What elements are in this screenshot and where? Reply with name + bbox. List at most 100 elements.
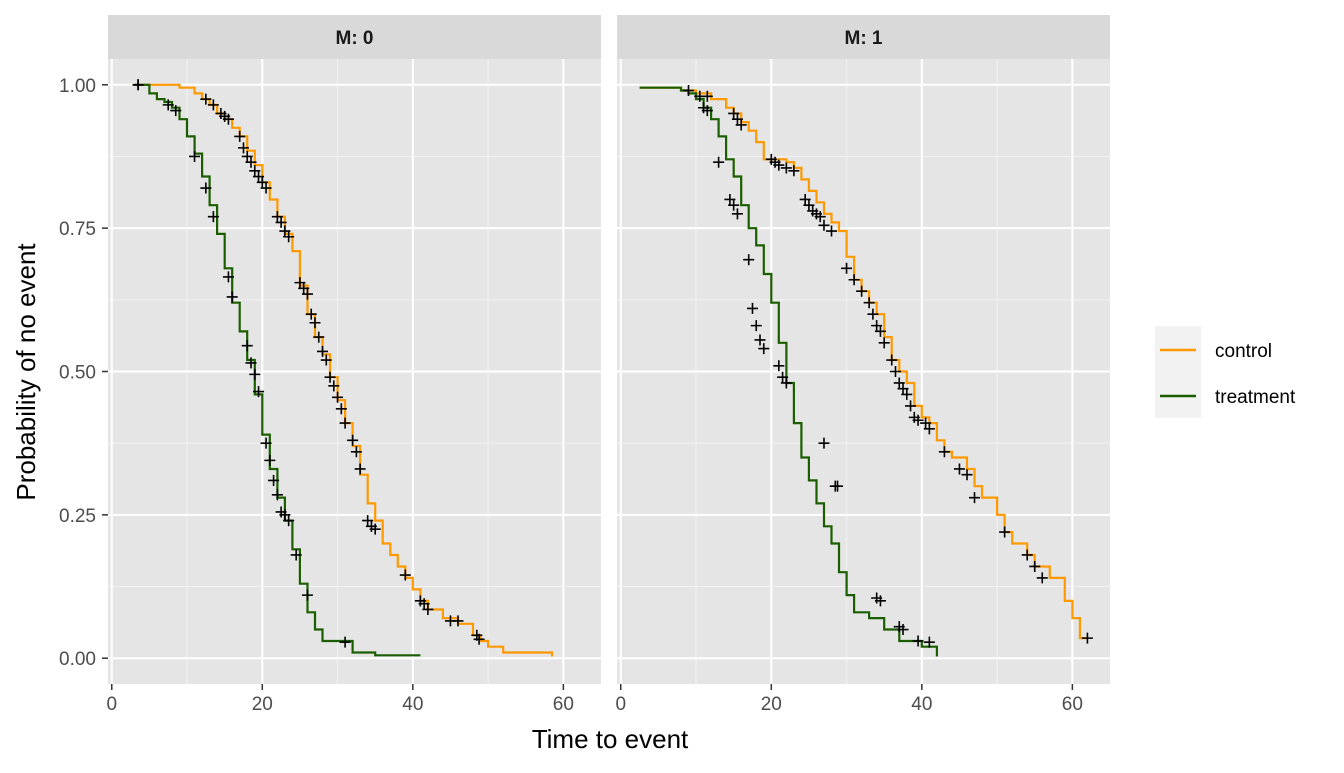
censor-mark-treatment	[701, 105, 713, 117]
facet-strip-label: M: 0	[336, 28, 374, 49]
censor-mark-control	[283, 231, 295, 243]
x-tick-label: 40	[402, 694, 423, 715]
censor-mark-control	[335, 403, 347, 415]
censor-mark-control	[1036, 572, 1048, 584]
censor-mark-control	[294, 277, 306, 289]
facet-panel-1: M: 1 0 20 40 60	[615, 15, 1110, 715]
censor-mark-control	[886, 354, 898, 366]
censor-mark-control	[324, 371, 336, 383]
censor-mark-control	[953, 463, 965, 475]
censor-mark-control	[803, 199, 815, 211]
censor-mark-control	[923, 423, 935, 435]
censor-mark-treatment	[132, 79, 144, 91]
censor-mark-treatment	[170, 105, 182, 117]
censor-mark-control	[728, 107, 740, 119]
censor-mark-control	[735, 119, 747, 131]
censor-mark-control	[320, 354, 332, 366]
censor-mark-treatment	[271, 489, 283, 501]
censor-mark-control	[1081, 632, 1093, 644]
censor-mark-control	[1021, 549, 1033, 561]
censor-mark-treatment	[283, 515, 295, 527]
censor-mark-control	[362, 515, 374, 527]
censor-mark-control	[473, 633, 485, 645]
censor-mark-control	[298, 282, 310, 294]
x-tick-label: 20	[761, 694, 782, 715]
censor-mark-control	[871, 320, 883, 332]
censor-mark-control	[279, 225, 291, 237]
censor-mark-control	[897, 383, 909, 395]
censor-mark-control	[245, 156, 257, 168]
censor-mark-control	[418, 598, 430, 610]
censor-mark-control	[422, 603, 434, 615]
censor-mark-control	[814, 211, 826, 223]
censor-mark-control	[328, 380, 340, 392]
censor-mark-control	[731, 113, 743, 125]
censor-mark-treatment	[923, 636, 935, 648]
censor-mark-treatment	[777, 371, 789, 383]
censor-mark-control	[399, 569, 411, 581]
censor-mark-control	[893, 377, 905, 389]
censor-mark-control	[241, 150, 253, 162]
facet-strip	[108, 15, 601, 59]
censor-mark-treatment	[189, 150, 201, 162]
y-tick-label: 0.75	[59, 219, 96, 240]
censor-mark-treatment	[758, 343, 770, 355]
censor-mark-control	[222, 113, 234, 125]
x-tick-label: 0	[106, 694, 117, 715]
censor-mark-control	[260, 182, 272, 194]
x-tick-label: 0	[615, 694, 626, 715]
censor-mark-treatment	[260, 437, 272, 449]
censor-mark-control	[332, 391, 344, 403]
censor-mark-control	[452, 615, 464, 627]
legend-label-treatment: treatment	[1215, 387, 1296, 408]
censor-mark-treatment	[832, 480, 844, 492]
x-axis-title: Time to event	[532, 724, 689, 754]
censor-mark-control	[920, 417, 932, 429]
facet-panel-0: M: 0 0 20 40 60 0.00 0.25 0.50 0.75 1.00	[59, 15, 601, 715]
censor-mark-control	[1029, 560, 1041, 572]
censor-mark-treatment	[818, 437, 830, 449]
censor-mark-treatment	[724, 193, 736, 205]
censor-mark-treatment	[279, 509, 291, 521]
censor-mark-control	[856, 285, 868, 297]
censor-mark-control	[867, 308, 879, 320]
censor-mark-control	[818, 219, 830, 231]
censor-mark-control	[701, 90, 713, 102]
censor-mark-control	[799, 193, 811, 205]
censor-mark-control	[780, 162, 792, 174]
censor-mark-control	[863, 297, 875, 309]
censor-mark-control	[841, 262, 853, 274]
censor-mark-treatment	[339, 636, 351, 648]
censor-mark-control	[275, 216, 287, 228]
censor-mark-control	[848, 274, 860, 286]
censor-mark-control	[256, 176, 268, 188]
x-tick-label: 20	[252, 694, 273, 715]
censor-mark-treatment	[241, 340, 253, 352]
censor-mark-control	[207, 99, 219, 111]
censor-mark-treatment	[301, 589, 313, 601]
censor-mark-control	[369, 523, 381, 535]
legend-key-background	[1155, 326, 1201, 418]
censor-mark-treatment	[268, 474, 280, 486]
censor-mark-treatment	[162, 99, 174, 111]
censor-mark-control	[773, 159, 785, 171]
censor-mark-treatment	[207, 211, 219, 223]
censor-mark-control	[350, 446, 362, 458]
censor-mark-treatment	[713, 156, 725, 168]
y-tick-label: 1.00	[59, 76, 96, 97]
censor-mark-control	[249, 165, 261, 177]
censor-mark-treatment	[728, 199, 740, 211]
censor-mark-treatment	[226, 291, 238, 303]
censor-mark-control	[889, 366, 901, 377]
censor-mark-treatment	[222, 271, 234, 283]
x-tick-label: 40	[911, 694, 932, 715]
censor-mark-treatment	[264, 454, 276, 466]
censor-mark-treatment	[746, 302, 758, 314]
censor-mark-control	[999, 526, 1011, 538]
censor-mark-control	[683, 85, 695, 97]
censor-mark-treatment	[754, 334, 766, 346]
censor-mark-control	[788, 165, 800, 177]
y-tick-label: 0.50	[59, 363, 96, 384]
y-tick-label: 0.25	[59, 506, 96, 527]
